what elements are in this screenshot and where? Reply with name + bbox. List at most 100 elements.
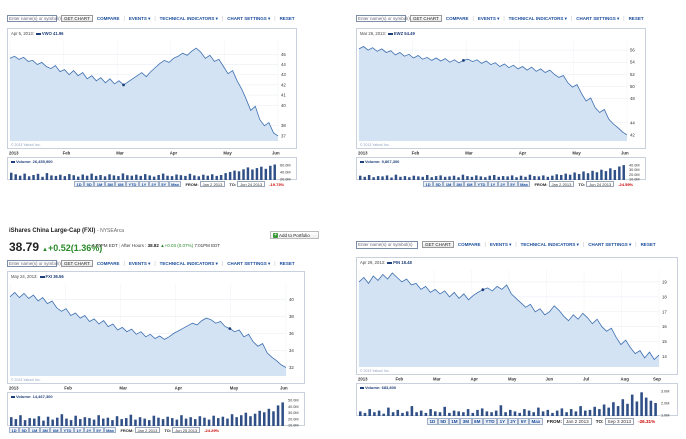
range-2y-button[interactable]: 2Y (148, 181, 159, 187)
range-ytd-button[interactable]: YTD (125, 181, 139, 187)
y-tick-label: 17 (662, 309, 667, 314)
compare-link[interactable]: COMPARE (445, 16, 469, 21)
events-menu[interactable]: EVENTS ▾ (477, 15, 500, 21)
range-1y-button[interactable]: 1Y (487, 181, 498, 187)
y-tick-label: 18 (662, 294, 667, 299)
get-chart-button[interactable]: GET CHART (61, 15, 93, 22)
range-max-button[interactable]: Max (103, 427, 117, 433)
range-5y-button[interactable]: 5Y (93, 427, 104, 433)
reset-link[interactable]: RESET (640, 242, 656, 247)
from-date-field[interactable]: Jan 2 2013 (562, 418, 592, 425)
range-3m-button[interactable]: 3M (39, 427, 51, 433)
percent-change: -26.31% (638, 419, 656, 424)
range-1d-button[interactable]: 1D (9, 427, 20, 433)
range-5y-button[interactable]: 5Y (158, 181, 169, 187)
price-chart[interactable]: Apr 5, 2013: VWO 41.96 37 38 40 41 42 43 44 45 ©… (7, 28, 297, 149)
get-chart-button[interactable]: GET CHART (61, 260, 93, 267)
volume-bar (273, 164, 276, 180)
range-2y-button[interactable]: 2Y (507, 418, 519, 425)
range-1d-button[interactable]: 1D (74, 181, 85, 187)
reset-link[interactable]: RESET (279, 16, 295, 21)
volume-bar (579, 406, 582, 416)
range-2y-button[interactable]: 2Y (497, 181, 508, 187)
chart-settings-menu[interactable]: CHART SETTINGS ▾ (227, 15, 271, 21)
range-3m-button[interactable]: 3M (453, 181, 465, 187)
events-menu[interactable]: EVENTS ▾ (128, 15, 151, 21)
volume-bar (46, 416, 50, 426)
range-5d-button[interactable]: 5D (19, 427, 30, 433)
events-menu[interactable]: EVENTS ▾ (128, 260, 151, 266)
range-6m-button[interactable]: 6M (471, 418, 483, 425)
to-date-field[interactable]: Jun 24 2013 (586, 181, 615, 187)
range-6m-button[interactable]: 6M (464, 181, 475, 187)
price-chart[interactable]: Mar 26, 2013: EWZ 54.49 42 44 48 50 52 54 56 © … (356, 28, 646, 149)
price-chart[interactable]: May 24, 2013: FXI 36.56 32 34 36 38 40 © 2013… (7, 271, 305, 384)
range-max-button[interactable]: Max (528, 418, 543, 425)
price-chart[interactable]: Apr 29, 2013: PIN 18.48 14 15 16 17 18 19 © 20… (356, 257, 678, 375)
symbol-input[interactable]: Enter name(s) or symbol(s) (7, 15, 64, 22)
range-max-button[interactable]: Max (168, 181, 182, 187)
reset-link[interactable]: RESET (279, 261, 295, 266)
volume-bar (470, 176, 474, 180)
range-1y-button[interactable]: 1Y (73, 427, 84, 433)
range-1d-button[interactable]: 1D (427, 418, 438, 425)
chart-settings-menu[interactable]: CHART SETTINGS ▾ (576, 15, 620, 21)
to-date-field[interactable]: Jun 25 2013 (172, 427, 201, 433)
range-1y-button[interactable]: 1Y (138, 181, 149, 187)
volume-bar (419, 410, 423, 416)
from-date-field[interactable]: Jan 2 2013 (199, 181, 226, 187)
range-5y-button[interactable]: 5Y (518, 418, 529, 425)
technical-indicators-menu[interactable]: TECHNICAL INDICATORS ▾ (508, 15, 567, 21)
volume-bar (560, 408, 564, 416)
technical-indicators-menu[interactable]: TECHNICAL INDICATORS ▾ (520, 241, 579, 247)
range-6m-button[interactable]: 6M (115, 181, 126, 187)
symbol-input[interactable]: Enter name(s) or symbol(s) (356, 15, 413, 22)
volume-bar (10, 417, 13, 426)
quote-meta: 4:00PM EDT | After Hours : 38.82 ▲+0.03 … (92, 243, 221, 248)
range-ytd-button[interactable]: YTD (482, 418, 498, 425)
range-1m-button[interactable]: 1M (29, 427, 40, 433)
to-label: TO: (164, 427, 172, 433)
range-5d-button[interactable]: 5D (437, 418, 449, 425)
range-5d-button[interactable]: 5D (84, 181, 95, 187)
chart-toolbar: Enter name(s) or symbol(s) GET CHART COM… (7, 260, 295, 267)
technical-indicators-menu[interactable]: TECHNICAL INDICATORS ▾ (159, 260, 218, 266)
copyright: © 2013 Yahoo! Inc. (360, 143, 390, 147)
price-change: ▲+0.52(1.36%) (42, 243, 103, 253)
get-chart-button[interactable]: GET CHART (422, 241, 454, 248)
symbol-input[interactable]: Enter name(s) or symbol(s) (7, 260, 64, 267)
range-max-button[interactable]: Max (517, 181, 531, 187)
range-1m-button[interactable]: 1M (448, 418, 461, 425)
range-6m-button[interactable]: 6M (50, 427, 61, 433)
technical-indicators-menu[interactable]: TECHNICAL INDICATORS ▾ (159, 15, 218, 21)
reset-link[interactable]: RESET (628, 16, 644, 21)
compare-link[interactable]: COMPARE (96, 16, 120, 21)
y-tick-label: 44 (630, 120, 635, 125)
range-2y-button[interactable]: 2Y (83, 427, 94, 433)
range-ytd-button[interactable]: YTD (474, 181, 488, 187)
chart-settings-menu[interactable]: CHART SETTINGS ▾ (227, 260, 271, 266)
chart-settings-menu[interactable]: CHART SETTINGS ▾ (588, 241, 632, 247)
range-1d-button[interactable]: 1D (423, 181, 434, 187)
range-3m-button[interactable]: 3M (104, 181, 116, 187)
range-1y-button[interactable]: 1Y (497, 418, 508, 425)
range-3m-button[interactable]: 3M (460, 418, 472, 425)
from-date-field[interactable]: Jan 2 2013 (548, 181, 575, 187)
events-menu[interactable]: EVENTS ▾ (489, 241, 512, 247)
range-ytd-button[interactable]: YTD (60, 427, 74, 433)
volume-bar (613, 170, 617, 180)
from-date-field[interactable]: Jan 2 2013 (134, 427, 161, 433)
range-1m-button[interactable]: 1M (443, 181, 454, 187)
add-to-portfolio-button[interactable]: + Add to Portfolio (270, 231, 319, 239)
to-date-field[interactable]: Jun 24 2013 (237, 181, 266, 187)
get-chart-button[interactable]: GET CHART (410, 15, 442, 22)
to-date-field[interactable]: Sep 3 2013 (604, 418, 635, 425)
symbol-input[interactable]: Enter name(s) or symbol(s) (356, 240, 418, 249)
range-5y-button[interactable]: 5Y (507, 181, 518, 187)
volume-bar (161, 173, 165, 180)
range-1m-button[interactable]: 1M (94, 181, 105, 187)
range-5d-button[interactable]: 5D (433, 181, 444, 187)
compare-link[interactable]: COMPARE (457, 242, 481, 247)
volume-bar (626, 403, 629, 416)
compare-link[interactable]: COMPARE (96, 261, 120, 266)
